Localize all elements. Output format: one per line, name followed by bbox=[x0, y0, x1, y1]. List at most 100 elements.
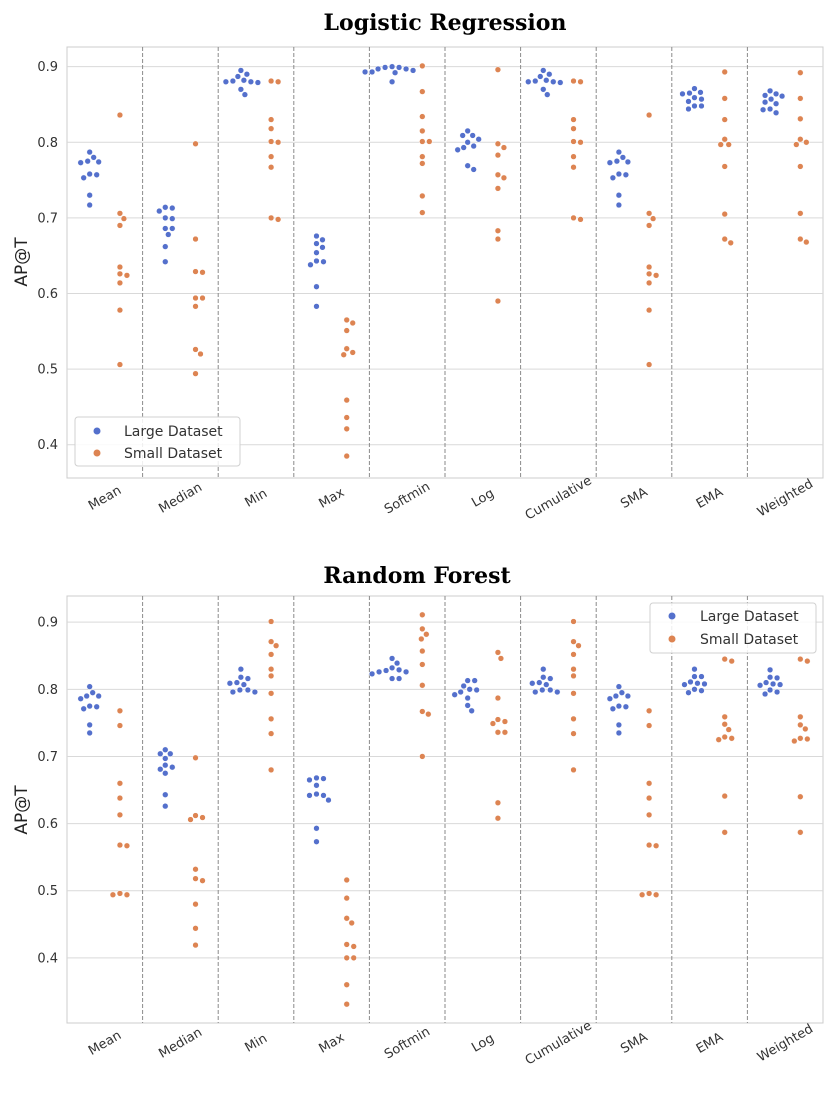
small-dataset-point bbox=[489, 720, 497, 727]
large-dataset-point bbox=[86, 729, 93, 737]
small-dataset-point bbox=[426, 138, 433, 145]
x-tick-label: Mean bbox=[86, 483, 124, 514]
small-dataset-point bbox=[494, 815, 502, 822]
large-dataset-point bbox=[615, 201, 623, 209]
small-dataset-point bbox=[500, 144, 508, 151]
large-dataset-point bbox=[313, 838, 320, 845]
small-dataset-point bbox=[570, 618, 577, 625]
plot-area: 0.4 0.5 0.6 0.7 0.8 0.9 Mean Median Min Max Softmi… bbox=[37, 595, 824, 1068]
large-dataset-point bbox=[86, 683, 93, 690]
small-dataset-point bbox=[652, 891, 660, 898]
large-dataset-point bbox=[686, 89, 693, 97]
large-dataset-point bbox=[557, 79, 564, 86]
legend: Large Dataset Small Dataset bbox=[74, 416, 241, 467]
small-dataset-point bbox=[192, 901, 199, 908]
large-dataset-point bbox=[550, 78, 557, 85]
large-dataset-point bbox=[84, 158, 91, 165]
small-dataset-point bbox=[721, 136, 728, 143]
small-dataset-point bbox=[797, 655, 804, 663]
small-dataset-point bbox=[343, 327, 350, 334]
small-dataset-point bbox=[570, 116, 577, 123]
small-dataset-point bbox=[419, 753, 426, 760]
x-tick-label: EMA bbox=[694, 1030, 726, 1057]
small-dataset-point bbox=[120, 215, 128, 222]
large-dataset-point bbox=[457, 688, 464, 696]
large-dataset-point bbox=[361, 68, 369, 76]
large-dataset-point bbox=[536, 679, 543, 686]
large-dataset-point bbox=[772, 100, 780, 107]
small-dataset-point bbox=[494, 729, 502, 736]
large-dataset-point bbox=[254, 79, 262, 86]
large-dataset-point bbox=[381, 64, 389, 71]
large-dataset-point bbox=[698, 96, 705, 103]
small-dataset-point bbox=[116, 811, 124, 819]
large-dataset-point bbox=[86, 148, 93, 156]
large-dataset-point bbox=[90, 154, 97, 161]
small-dataset-point bbox=[425, 711, 432, 718]
small-dataset-point bbox=[577, 139, 584, 146]
small-dataset-point bbox=[570, 138, 577, 145]
small-dataset-point bbox=[570, 715, 577, 723]
large-dataset-point bbox=[613, 158, 621, 165]
large-dataset-point bbox=[222, 78, 230, 85]
small-dataset-point bbox=[501, 718, 509, 725]
large-dataset-point bbox=[622, 171, 630, 178]
small-dataset-point bbox=[267, 730, 275, 737]
large-dataset-point bbox=[540, 86, 547, 93]
small-dataset-point bbox=[645, 210, 653, 217]
large-dataset-point bbox=[95, 692, 102, 700]
x-tick-label: Max bbox=[316, 1030, 347, 1057]
small-dataset-point bbox=[802, 725, 809, 733]
small-dataset-point bbox=[797, 793, 804, 800]
small-dataset-point bbox=[570, 730, 577, 737]
large-dataset-point bbox=[701, 680, 708, 688]
small-dataset-point bbox=[494, 235, 502, 243]
small-dataset-point bbox=[570, 666, 577, 673]
large-dataset-point bbox=[233, 679, 241, 686]
large-dataset-point bbox=[540, 666, 547, 673]
small-dataset-point bbox=[349, 349, 356, 356]
large-dataset-point bbox=[86, 192, 93, 199]
small-dataset-point bbox=[797, 69, 804, 76]
large-dataset-point bbox=[368, 68, 376, 76]
x-tick-label: Median bbox=[156, 1025, 204, 1062]
small-dataset-point bbox=[721, 655, 728, 663]
large-dataset-point bbox=[313, 790, 320, 798]
small-dataset-point bbox=[123, 272, 131, 279]
large-dataset-point bbox=[237, 67, 245, 74]
large-dataset-point bbox=[619, 154, 627, 161]
small-dataset-point bbox=[645, 722, 653, 729]
small-dataset-point bbox=[418, 635, 425, 643]
small-dataset-point bbox=[267, 214, 275, 222]
legend-label-large: Large Dataset bbox=[700, 609, 799, 625]
legend-box bbox=[649, 602, 817, 654]
small-dataset-point bbox=[797, 721, 804, 729]
large-dataset-point bbox=[402, 668, 410, 676]
large-dataset-point bbox=[237, 86, 245, 93]
large-dataset-point bbox=[685, 105, 692, 113]
small-dataset-point bbox=[274, 78, 282, 85]
large-dataset-point bbox=[694, 680, 701, 687]
large-dataset-point bbox=[86, 702, 93, 710]
large-dataset-point bbox=[393, 659, 401, 667]
large-dataset-point bbox=[313, 774, 320, 782]
small-dataset-point bbox=[803, 238, 810, 246]
small-dataset-point bbox=[116, 780, 124, 787]
small-dataset-point bbox=[645, 707, 653, 714]
small-dataset-point bbox=[343, 954, 350, 962]
small-dataset-point bbox=[267, 766, 275, 774]
y-tick-label: 0.7 bbox=[37, 211, 58, 226]
small-dataset-point bbox=[199, 269, 206, 276]
small-dataset-point bbox=[343, 425, 350, 433]
small-dataset-point bbox=[494, 227, 502, 234]
plot-area: 0.4 0.5 0.6 0.7 0.8 0.9 Mean Median Min Max Softmi… bbox=[37, 46, 824, 523]
large-dataset-point bbox=[459, 132, 466, 139]
small-dataset-point bbox=[116, 263, 124, 271]
large-dataset-point bbox=[778, 92, 786, 100]
small-dataset-point bbox=[343, 894, 350, 902]
large-dataset-point bbox=[544, 91, 551, 98]
large-dataset-point bbox=[546, 71, 553, 78]
small-dataset-point bbox=[419, 160, 426, 167]
large-dataset-point bbox=[691, 666, 698, 673]
large-dataset-point bbox=[167, 750, 174, 757]
